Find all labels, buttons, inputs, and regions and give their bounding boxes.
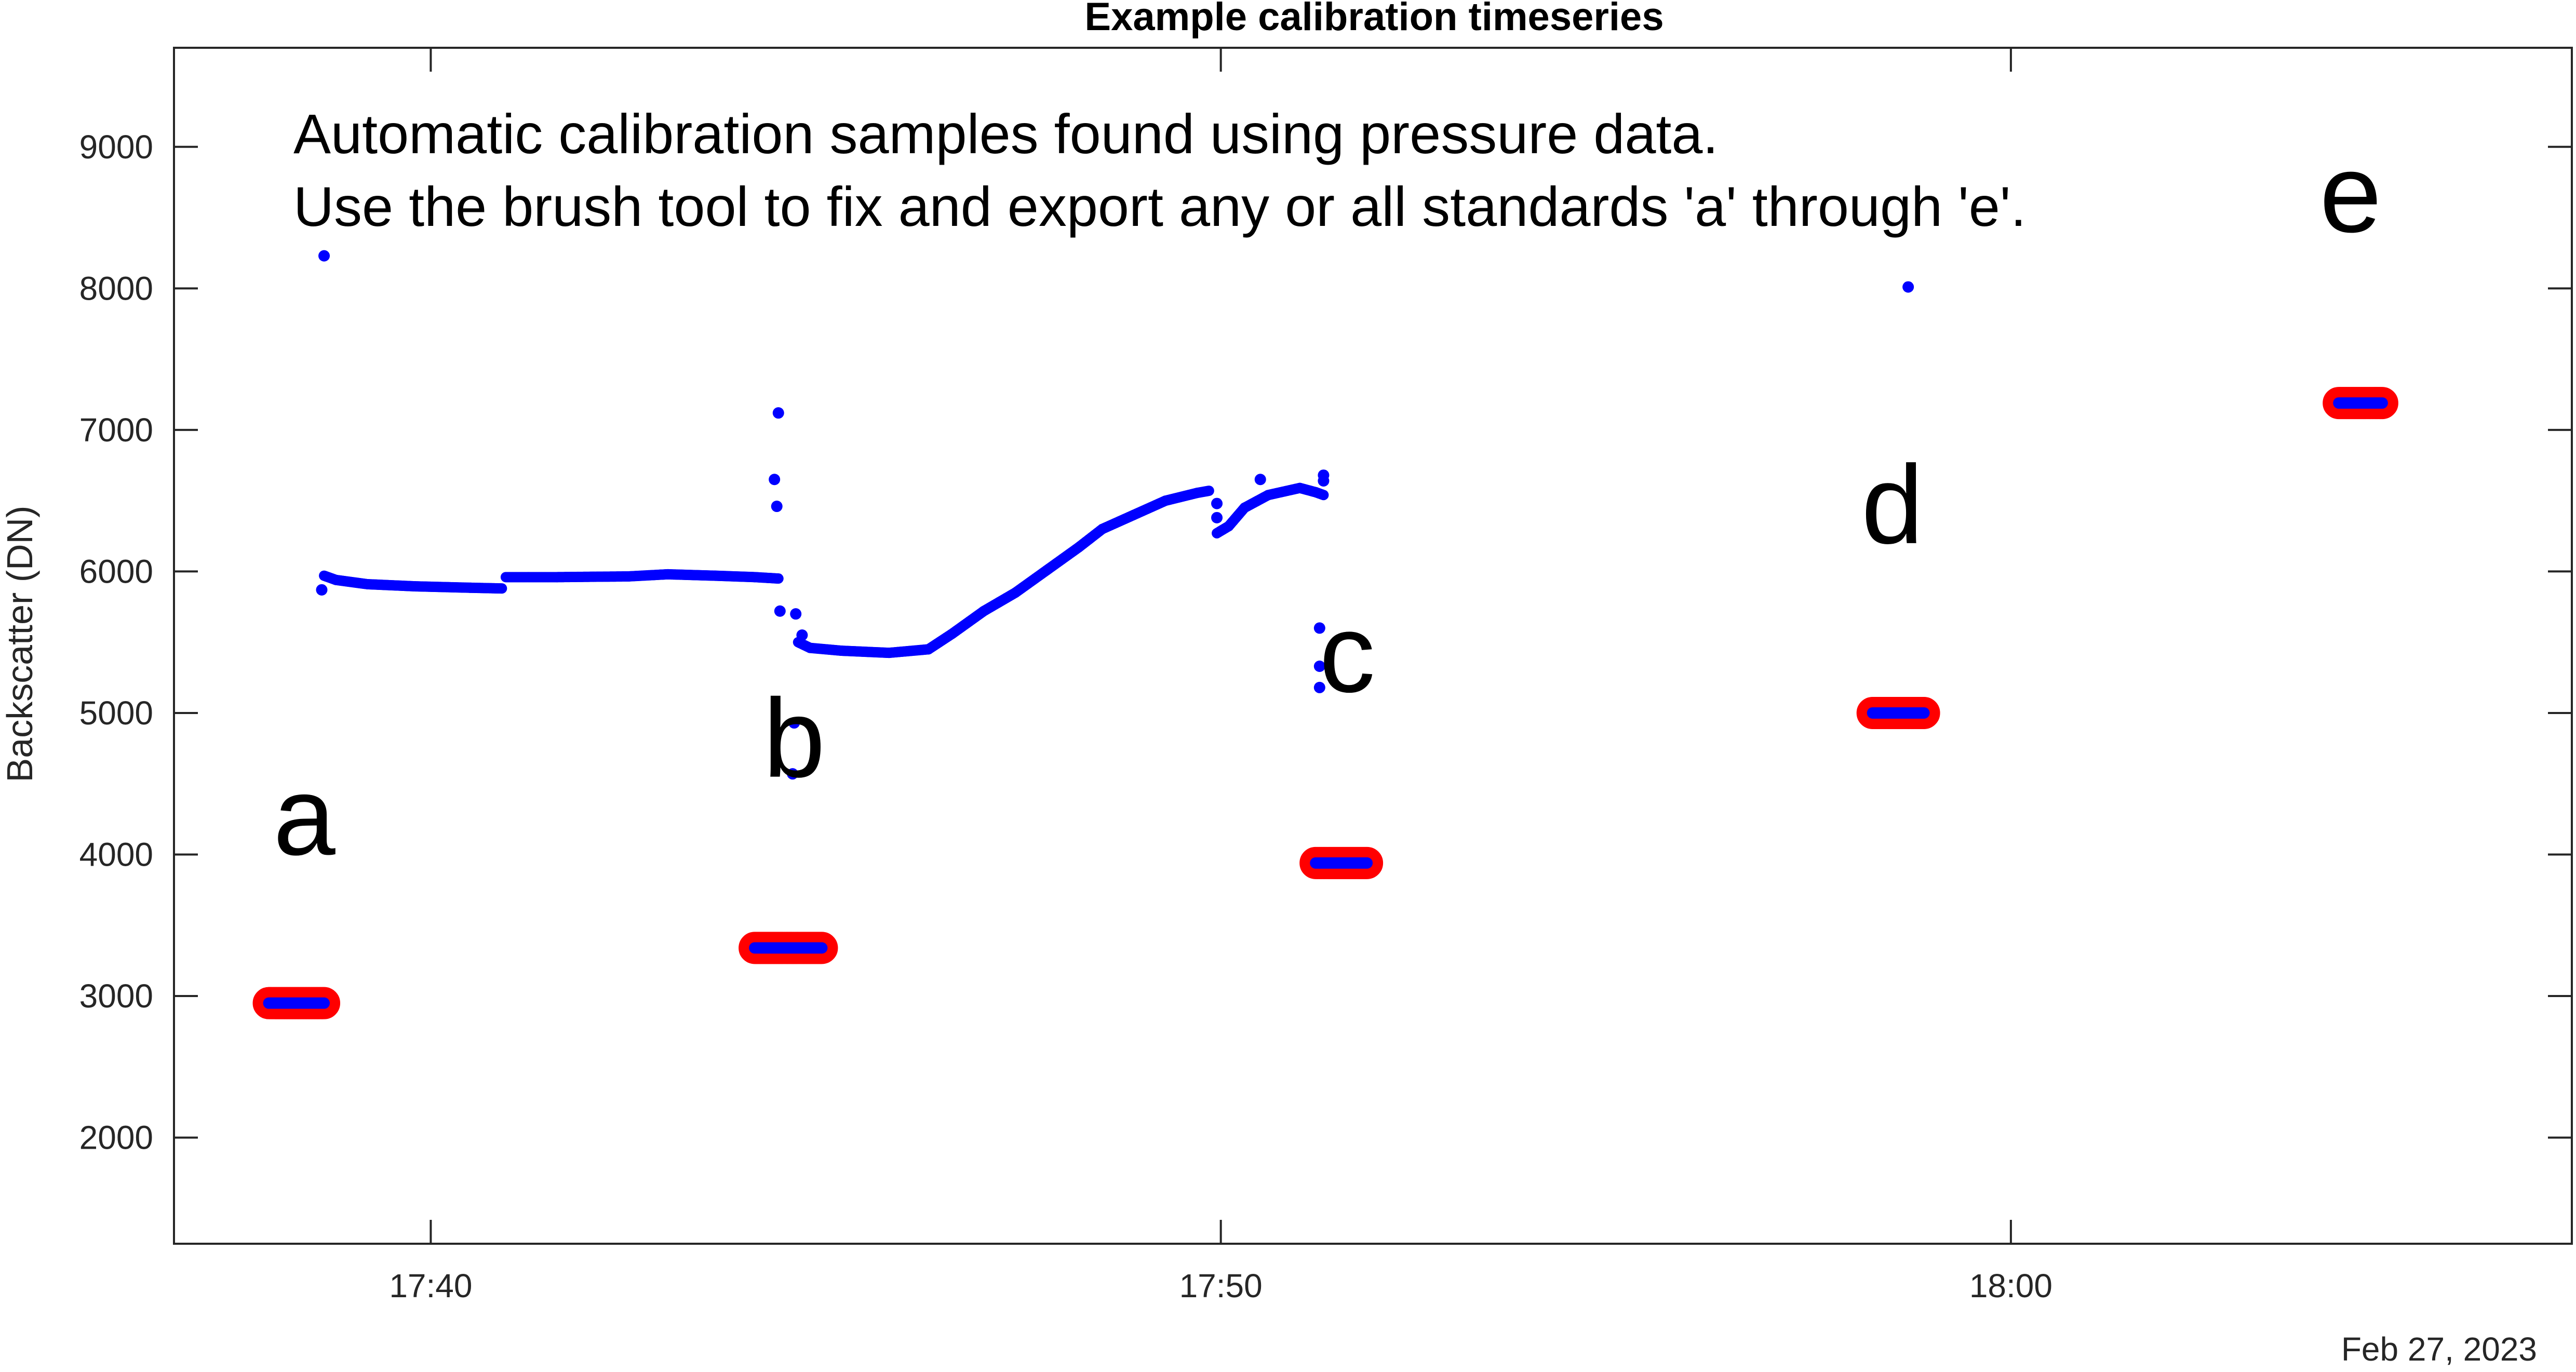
outlier-point bbox=[772, 407, 784, 419]
outlier-point bbox=[1211, 497, 1223, 509]
y-tick-label: 3000 bbox=[79, 977, 153, 1015]
x-tick-label: 17:40 bbox=[389, 1267, 472, 1304]
outlier-point bbox=[771, 501, 783, 513]
annotations: Automatic calibration samples found usin… bbox=[273, 102, 2382, 879]
y-tick-label: 2000 bbox=[79, 1119, 153, 1156]
calibration-point-a bbox=[318, 997, 330, 1009]
outlier-point bbox=[316, 584, 328, 596]
y-tick-label: 7000 bbox=[79, 411, 153, 449]
timeseries-point bbox=[1203, 486, 1214, 496]
standard-label-a: a bbox=[273, 754, 336, 879]
timeseries-point bbox=[773, 573, 784, 584]
y-tick-label: 8000 bbox=[79, 270, 153, 307]
plot-area-frame bbox=[173, 47, 2573, 1245]
y-tick-label: 9000 bbox=[79, 128, 153, 166]
chart-title: Example calibration timeseries bbox=[1084, 0, 1663, 39]
outlier-point bbox=[1313, 661, 1325, 672]
outlier-point bbox=[774, 605, 786, 617]
outlier-point bbox=[769, 474, 781, 486]
outlier-point bbox=[1313, 622, 1325, 634]
calibration-point-e bbox=[2376, 397, 2388, 409]
standard-label-e: e bbox=[2319, 130, 2382, 255]
y-tick-label: 4000 bbox=[79, 836, 153, 873]
x-axis-date-label: Feb 27, 2023 bbox=[2341, 1330, 2537, 1368]
standard-label-c: c bbox=[1319, 590, 1375, 716]
y-axis-label: Backscatter (DN) bbox=[0, 506, 40, 783]
standard-label-d: d bbox=[1861, 442, 1924, 567]
outlier-point bbox=[1313, 681, 1325, 693]
outlier-point bbox=[1318, 475, 1330, 487]
outlier-point bbox=[1254, 474, 1266, 486]
calibration-point-b bbox=[816, 942, 828, 954]
data-marks bbox=[252, 250, 2398, 1019]
note-line-2: Use the brush tool to fix and export any… bbox=[293, 175, 2026, 238]
outlier-point bbox=[318, 250, 330, 262]
outlier-point bbox=[787, 768, 799, 780]
y-tick-label: 5000 bbox=[79, 694, 153, 732]
outlier-point bbox=[788, 717, 800, 729]
outlier-point bbox=[790, 608, 802, 620]
x-tick-label: 18:00 bbox=[1969, 1267, 2052, 1304]
note-line-1: Automatic calibration samples found usin… bbox=[293, 102, 1719, 165]
axis-ticks: 2000 3000 4000 5000 6000 7000 8000 9000 17:40 17:… bbox=[79, 48, 2572, 1304]
x-tick-label: 17:50 bbox=[1179, 1267, 1263, 1304]
standard-label-b: b bbox=[763, 676, 825, 801]
timeseries-point bbox=[497, 583, 507, 594]
outlier-point bbox=[1902, 281, 1914, 293]
outlier-point bbox=[1211, 512, 1223, 523]
calibration-point-c bbox=[1361, 857, 1373, 869]
timeseries-point bbox=[1318, 490, 1329, 501]
calibration-point-d bbox=[1918, 707, 1930, 719]
outlier-point bbox=[796, 629, 808, 641]
y-tick-label: 6000 bbox=[79, 553, 153, 590]
